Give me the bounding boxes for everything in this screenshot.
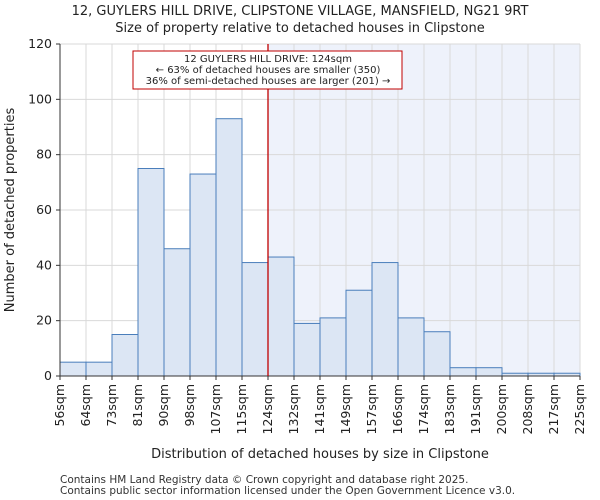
y-tick-label-20: 20: [36, 313, 52, 328]
footer-line-1: Contains HM Land Registry data © Crown c…: [60, 474, 468, 486]
x-tick-label-166sqm: 166sqm: [390, 384, 405, 434]
x-tick-label-124sqm: 124sqm: [260, 384, 275, 434]
bar-81sqm: [137, 168, 165, 377]
x-tick-label-191sqm: 191sqm: [468, 384, 483, 434]
bar-98sqm: [189, 173, 217, 377]
y-tick-label-100: 100: [28, 91, 52, 106]
x-axis-label: Distribution of detached houses by size …: [151, 447, 489, 462]
y-tick-label-60: 60: [36, 202, 52, 217]
annotation-line-3: 36% of semi-detached houses are larger (…: [146, 76, 391, 87]
annotation-line-1: 12 GUYLERS HILL DRIVE: 124sqm: [184, 54, 352, 65]
x-tick-label-200sqm: 200sqm: [494, 384, 509, 434]
x-tick-label-73sqm: 73sqm: [104, 384, 119, 427]
bar-166sqm: [397, 317, 425, 377]
annotation-line-2: ← 63% of detached houses are smaller (35…: [156, 65, 381, 76]
chart-title: 12, GUYLERS HILL DRIVE, CLIPSTONE VILLAG…: [72, 4, 529, 19]
x-tick-label-107sqm: 107sqm: [208, 384, 223, 434]
y-axis-label: Number of detached properties: [3, 108, 18, 313]
bar-157sqm: [371, 262, 399, 377]
x-tick-label-217sqm: 217sqm: [546, 384, 561, 434]
bar-132sqm: [293, 322, 321, 377]
x-tick-label-64sqm: 64sqm: [78, 384, 93, 427]
x-tick-label-115sqm: 115sqm: [234, 384, 249, 434]
bars: [59, 118, 581, 377]
footer-line-2: Contains public sector information licen…: [60, 485, 515, 497]
bar-90sqm: [163, 248, 191, 377]
bar-183sqm: [449, 367, 477, 377]
y-tick-labels: 0 20 40 60 80 100 120: [28, 36, 60, 383]
bar-141sqm: [319, 317, 347, 377]
x-tick-label-90sqm: 90sqm: [156, 384, 171, 427]
annotation-frame: [132, 50, 403, 90]
y-tick-label-0: 0: [44, 368, 52, 383]
bar-56sqm: [59, 361, 87, 377]
x-tick-label-174sqm: 174sqm: [416, 384, 431, 434]
y-tick-label-80: 80: [36, 147, 52, 162]
x-tick-label-141sqm: 141sqm: [312, 384, 327, 434]
x-tick-label-149sqm: 149sqm: [338, 384, 353, 434]
x-tick-label-183sqm: 183sqm: [442, 384, 457, 434]
x-tick-label-132sqm: 132sqm: [286, 384, 301, 434]
y-tick-label-40: 40: [36, 257, 52, 272]
bar-124sqm: [267, 256, 295, 377]
bar-149sqm: [345, 289, 373, 377]
x-tick-labels: 56sqm 64sqm 73sqm 81sqm 90sqm 98sqm 107sqm 115s…: [52, 376, 587, 434]
annotation-box: 12 GUYLERS HILL DRIVE: 124sqm ← 63% of d…: [132, 50, 403, 90]
y-tick-label-120: 120: [28, 36, 52, 51]
chart-subtitle: Size of property relative to detached ho…: [115, 21, 484, 36]
x-tick-label-56sqm: 56sqm: [52, 384, 67, 427]
x-tick-label-81sqm: 81sqm: [130, 384, 145, 427]
x-tick-label-157sqm: 157sqm: [364, 384, 379, 434]
bar-191sqm: [475, 367, 503, 377]
x-tick-label-208sqm: 208sqm: [520, 384, 535, 434]
x-tick-label-225sqm: 225sqm: [572, 384, 587, 434]
bar-107sqm: [215, 118, 243, 377]
bar-64sqm: [85, 361, 113, 377]
bar-73sqm: [111, 334, 139, 377]
bar-174sqm: [423, 331, 451, 377]
bar-115sqm: [241, 262, 269, 377]
x-tick-label-98sqm: 98sqm: [182, 384, 197, 427]
